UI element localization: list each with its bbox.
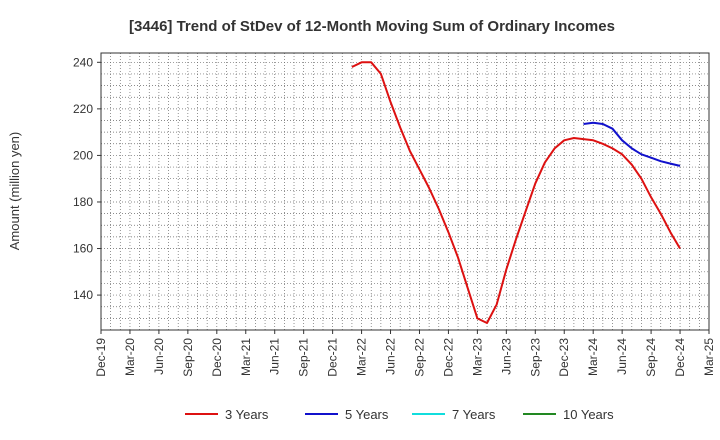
x-tick-label: Jun-24 <box>615 338 629 375</box>
x-tick-label: Dec-19 <box>94 338 108 377</box>
x-tick-label: Mar-24 <box>586 338 600 376</box>
x-tick-label: Mar-23 <box>470 338 484 376</box>
series-lines <box>351 61 681 324</box>
grid-lines <box>101 53 709 331</box>
x-tick-label: Jun-23 <box>499 338 513 375</box>
x-tick-label: Dec-24 <box>673 338 687 377</box>
x-tick-label: Dec-23 <box>557 338 571 377</box>
x-tick-label: Dec-22 <box>441 338 455 377</box>
y-tick-label: 200 <box>73 148 93 162</box>
x-tick-label: Dec-21 <box>326 338 340 377</box>
x-tick-label: Sep-21 <box>297 338 311 377</box>
legend-label: 3 Years <box>225 407 269 422</box>
series-line-2 <box>583 121 681 167</box>
x-tick-label: Mar-21 <box>239 338 253 376</box>
legend: 3 Years 5 Years 7 Years 10 Years <box>185 407 614 422</box>
x-tick-label: Dec-20 <box>210 338 224 377</box>
y-tick-label: 180 <box>73 195 93 209</box>
x-tick-labels: Dec-19 Mar-20 Jun-20 Sep-20 Dec-20 Mar-21 Jun-… <box>94 330 716 377</box>
y-tick-label: 160 <box>73 242 93 256</box>
legend-label: 5 Years <box>345 407 389 422</box>
chart-title: [3446] Trend of StDev of 12-Month Moving… <box>129 18 615 35</box>
plot-frame <box>100 52 710 331</box>
x-tick-label: Jun-20 <box>152 338 166 375</box>
y-tick-label: 220 <box>73 102 93 116</box>
x-tick-label: Sep-22 <box>412 338 426 377</box>
x-tick-label: Sep-24 <box>644 338 658 377</box>
x-tick-label: Mar-22 <box>355 338 369 376</box>
x-tick-label: Jun-21 <box>268 338 282 375</box>
legend-label: 7 Years <box>452 407 496 422</box>
y-tick-labels: 140 160 180 200 220 240 <box>73 55 101 302</box>
x-tick-label: Sep-23 <box>528 338 542 377</box>
y-axis-label: Amount (million yen) <box>7 132 22 251</box>
y-tick-label: 140 <box>73 288 93 302</box>
series-line-1 <box>351 61 681 324</box>
y-tick-label: 240 <box>73 55 93 69</box>
x-tick-label: Sep-20 <box>181 338 195 377</box>
x-tick-label: Jun-22 <box>384 338 398 375</box>
x-tick-label: Mar-25 <box>702 338 716 376</box>
x-tick-label: Mar-20 <box>123 338 137 376</box>
legend-label: 10 Years <box>563 407 614 422</box>
